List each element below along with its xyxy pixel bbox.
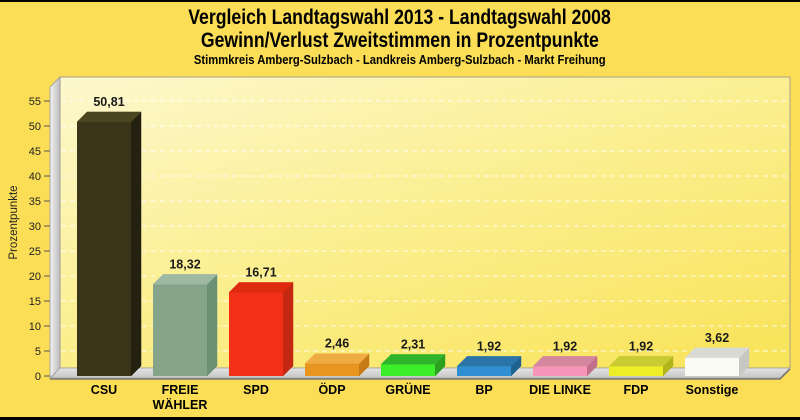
bar-value-label: 1,92 [553,339,577,353]
bar-value-label: 3,62 [705,331,729,345]
category-label: BP [475,383,492,397]
category-label: WÄHLER [153,397,208,412]
y-tick-label: 40 [29,171,41,183]
y-axis-title: Prozentpunkte [8,185,20,259]
bar-spd [228,281,294,377]
chart-title-line1: Vergleich Landtagswahl 2013 - Landtagswa… [188,6,612,29]
y-tick-label: 50 [29,121,41,133]
bar-fdp [608,355,674,377]
bar-front-face [381,364,435,376]
y-tick-label: 45 [29,146,41,158]
y-tick-label: 20 [29,271,41,283]
bar-value-label: 2,31 [401,337,425,351]
bar-top-face [152,274,218,285]
bar-value-label: 16,71 [245,265,276,279]
bar-side-face [130,111,142,377]
bar-die-linke [532,355,598,377]
bar-front-face [685,357,739,376]
y-tick-label: 35 [29,196,41,208]
y-tick-label: 5 [35,346,41,358]
category-label: SPD [243,383,269,397]
bar-top-face [228,282,294,293]
chart-title-line2: Gewinn/Verlust Zweitstimmen in Prozentpu… [201,29,599,52]
bar-front-face [229,292,283,376]
bar-front-face [305,363,359,376]
bar-bp [456,355,522,377]
category-label: Sonstige [686,383,739,397]
bar-top-face [76,111,142,123]
bar-side-face [282,281,294,377]
chart-subtitle: Stimmkreis Amberg-Sulzbach - Landkreis A… [194,53,606,67]
bar-top-face [304,353,370,364]
bar-csu [76,111,142,377]
y-tick-label: 15 [29,296,41,308]
left-wall-3d [49,76,61,379]
bar-top-face [380,354,446,365]
bar-front-face [457,366,511,376]
bar-value-label: 1,92 [477,339,501,353]
category-label: DIE LINKE [529,383,591,397]
bar-front-face [609,366,663,376]
category-label: FDP [624,383,649,397]
bar-freie-waehler [152,273,218,377]
floor-front-edge [50,368,791,380]
bar-value-label: 1,92 [629,339,653,353]
bar-gruene [380,353,446,377]
bar-value-label: 2,46 [325,337,349,351]
chart-header: Vergleich Landtagswahl 2013 - Landtagswa… [0,6,800,68]
bar-top-face [456,356,522,367]
bar-value-label: 50,81 [93,95,124,109]
y-tick-label: 55 [29,96,41,108]
bar-top-face [532,356,598,367]
bar-value-label: 18,32 [169,257,200,271]
y-tick-label: 10 [29,321,41,333]
bar-top-face [608,356,674,367]
category-label: CSU [91,383,117,397]
bar-sonstige [684,347,750,377]
category-label: GRÜNE [385,382,430,397]
y-axis [44,100,50,377]
category-label: ÖDP [318,382,345,397]
bar-front-face [77,121,131,376]
bar-oedp [304,353,370,377]
bar-front-face [153,284,207,376]
bar-front-face [533,366,587,376]
bar-side-face [206,273,218,377]
y-tick-label: 25 [29,246,41,258]
y-tick-label: 30 [29,221,41,233]
y-tick-label: 0 [35,371,41,383]
category-label: FREIE [162,383,199,397]
bar-top-face [684,347,750,359]
